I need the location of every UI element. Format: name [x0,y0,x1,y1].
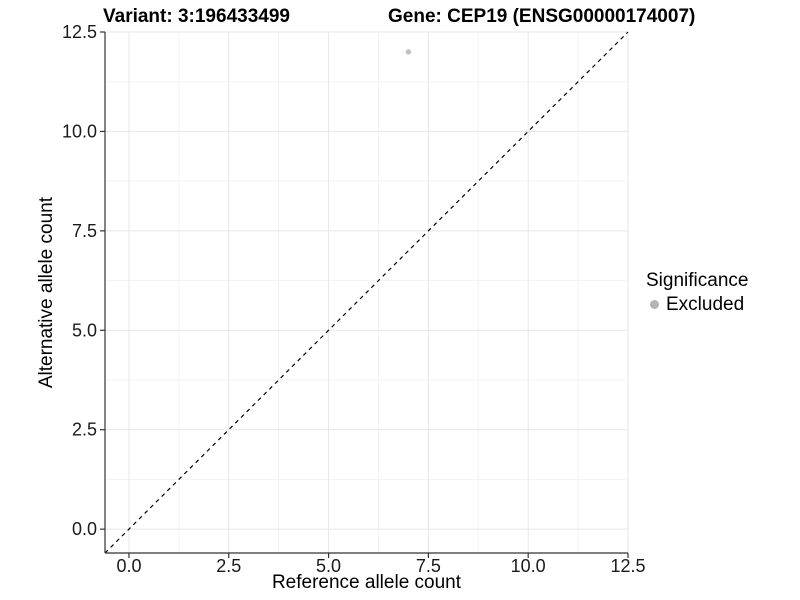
x-axis-title: Reference allele count [271,572,462,593]
y-axis-title: Alternative allele count [36,196,57,389]
legend: Significance Excluded [646,270,748,315]
y-tick-label: 10.0 [62,121,97,141]
y-tick-label: 2.5 [72,420,97,440]
x-tick-label: 0.0 [116,556,141,576]
y-tick-label: 0.0 [72,519,97,539]
y-tick-label: 7.5 [72,221,97,241]
y-axis-title-wrap: Alternative allele count [34,32,60,553]
data-point [405,49,412,55]
identity-line [104,31,629,554]
legend-item-excluded: Excluded [646,294,748,315]
y-tick-label: 12.5 [62,22,97,42]
plot-title-gene: Gene: CEP19 (ENSG00000174007) [388,6,696,27]
x-tick-label: 7.5 [416,556,441,576]
y-tick-label: 5.0 [72,320,97,340]
plot-title-variant: Variant: 3:196433499 [103,6,290,27]
x-tick-label: 2.5 [216,556,241,576]
x-tick-label: 12.5 [610,556,645,576]
legend-title: Significance [646,270,749,291]
legend-point-icon [650,300,659,309]
legend-item-label: Excluded [666,294,745,315]
x-tick-label: 5.0 [316,556,341,576]
x-tick-label: 10.0 [511,556,546,576]
